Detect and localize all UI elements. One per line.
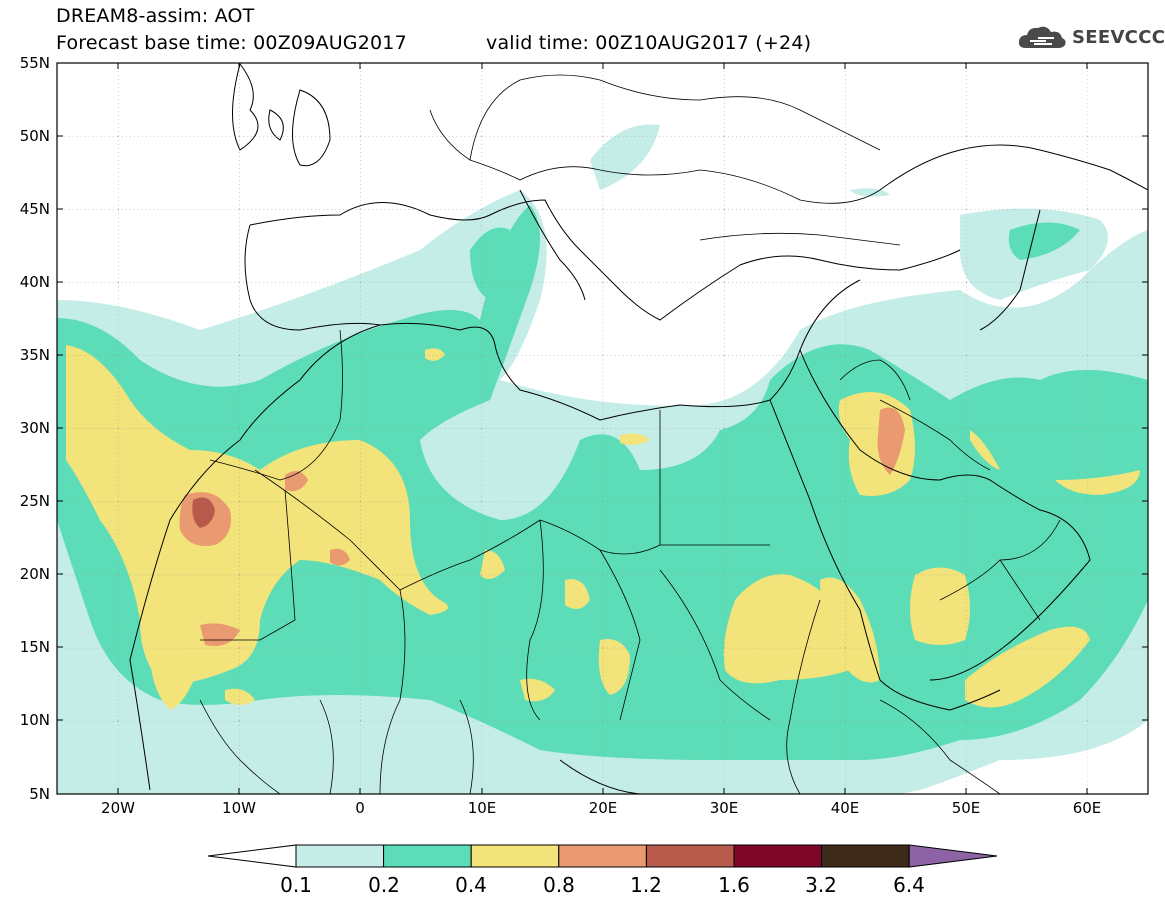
colorbar-label: 1.6 bbox=[718, 873, 750, 897]
lat-label: 55N bbox=[20, 54, 50, 72]
seevccc-logo: SEEVCCC bbox=[1016, 20, 1165, 54]
base-time-label: Forecast base time: 00Z09AUG2017 bbox=[56, 32, 407, 54]
colorbar-bin bbox=[645, 844, 735, 868]
colorbar-bin bbox=[470, 844, 560, 868]
lat-ticks bbox=[57, 62, 1148, 795]
lon-label: 50E bbox=[952, 799, 981, 817]
lon-label: 20W bbox=[101, 799, 135, 817]
colorbar-bin bbox=[821, 844, 910, 868]
colorbar-label: 6.4 bbox=[893, 873, 925, 897]
colorbar-label: 0.1 bbox=[280, 873, 312, 897]
colorbar-label: 3.2 bbox=[805, 873, 837, 897]
colorbar-label: 0.2 bbox=[368, 873, 400, 897]
lon-label: 60E bbox=[1073, 799, 1102, 817]
colorbar-label: 1.2 bbox=[630, 873, 662, 897]
lat-label: 30N bbox=[20, 419, 50, 437]
lon-label: 10E bbox=[468, 799, 497, 817]
lat-label: 40N bbox=[20, 273, 50, 291]
lat-labels: 55N 50N 45N 40N 35N 30N 25N 20N 15N 10N … bbox=[20, 54, 50, 803]
colorbar-low-arrow bbox=[207, 844, 297, 868]
colorbar-label: 0.8 bbox=[543, 873, 575, 897]
lon-labels: 20W 10W 0 10E 20E 30E 40E 50E 60E bbox=[101, 799, 1101, 817]
lat-label: 50N bbox=[20, 127, 50, 145]
lat-label: 20N bbox=[20, 565, 50, 583]
colorbar-bin bbox=[383, 844, 472, 868]
aot-field bbox=[57, 63, 1148, 794]
lon-label: 10W bbox=[222, 799, 256, 817]
lon-label: 30E bbox=[710, 799, 739, 817]
colorbar-bin bbox=[558, 844, 647, 868]
lat-label: 10N bbox=[20, 711, 50, 729]
lat-label: 35N bbox=[20, 346, 50, 364]
lat-label: 15N bbox=[20, 638, 50, 656]
valid-time-label: valid time: 00Z10AUG2017 (+24) bbox=[486, 32, 812, 54]
lat-label: 45N bbox=[20, 200, 50, 218]
lon-label: 40E bbox=[831, 799, 860, 817]
lon-label: 20E bbox=[589, 799, 618, 817]
model-title: DREAM8-assim: AOT bbox=[56, 5, 255, 27]
colorbar-high-arrow bbox=[908, 844, 998, 868]
lat-label: 5N bbox=[29, 785, 50, 803]
logo-text: SEEVCCC bbox=[1072, 26, 1165, 48]
cloud-icon bbox=[1018, 26, 1066, 48]
colorbar-label: 0.4 bbox=[455, 873, 487, 897]
colorbar bbox=[207, 844, 998, 868]
lat-label: 25N bbox=[20, 492, 50, 510]
colorbar-bin bbox=[295, 844, 385, 868]
colorbar-bin bbox=[733, 844, 823, 868]
lon-label: 0 bbox=[355, 799, 365, 817]
